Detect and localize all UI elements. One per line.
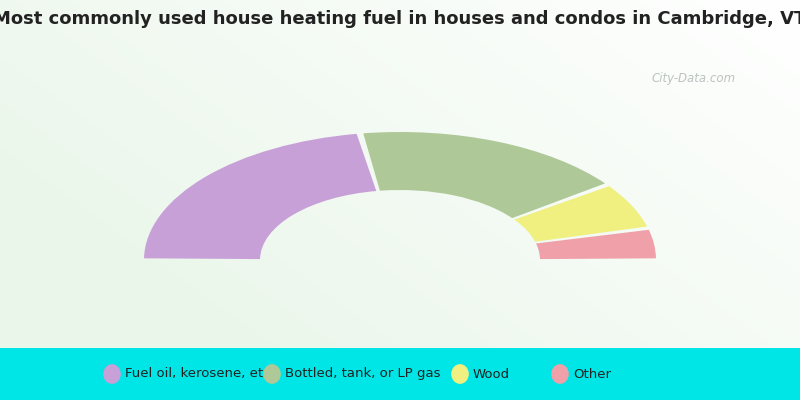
Text: Other: Other [573, 368, 611, 380]
Text: Most commonly used house heating fuel in houses and condos in Cambridge, VT: Most commonly used house heating fuel in… [0, 10, 800, 28]
Ellipse shape [103, 364, 121, 384]
Ellipse shape [263, 364, 281, 384]
Wedge shape [536, 230, 656, 259]
Text: City-Data.com: City-Data.com [652, 72, 736, 85]
Ellipse shape [451, 364, 469, 384]
Text: Bottled, tank, or LP gas: Bottled, tank, or LP gas [285, 368, 440, 380]
Wedge shape [514, 186, 647, 242]
Text: Fuel oil, kerosene, etc.: Fuel oil, kerosene, etc. [125, 368, 274, 380]
Wedge shape [144, 134, 376, 259]
Wedge shape [363, 132, 605, 218]
Text: Wood: Wood [473, 368, 510, 380]
Ellipse shape [551, 364, 569, 384]
